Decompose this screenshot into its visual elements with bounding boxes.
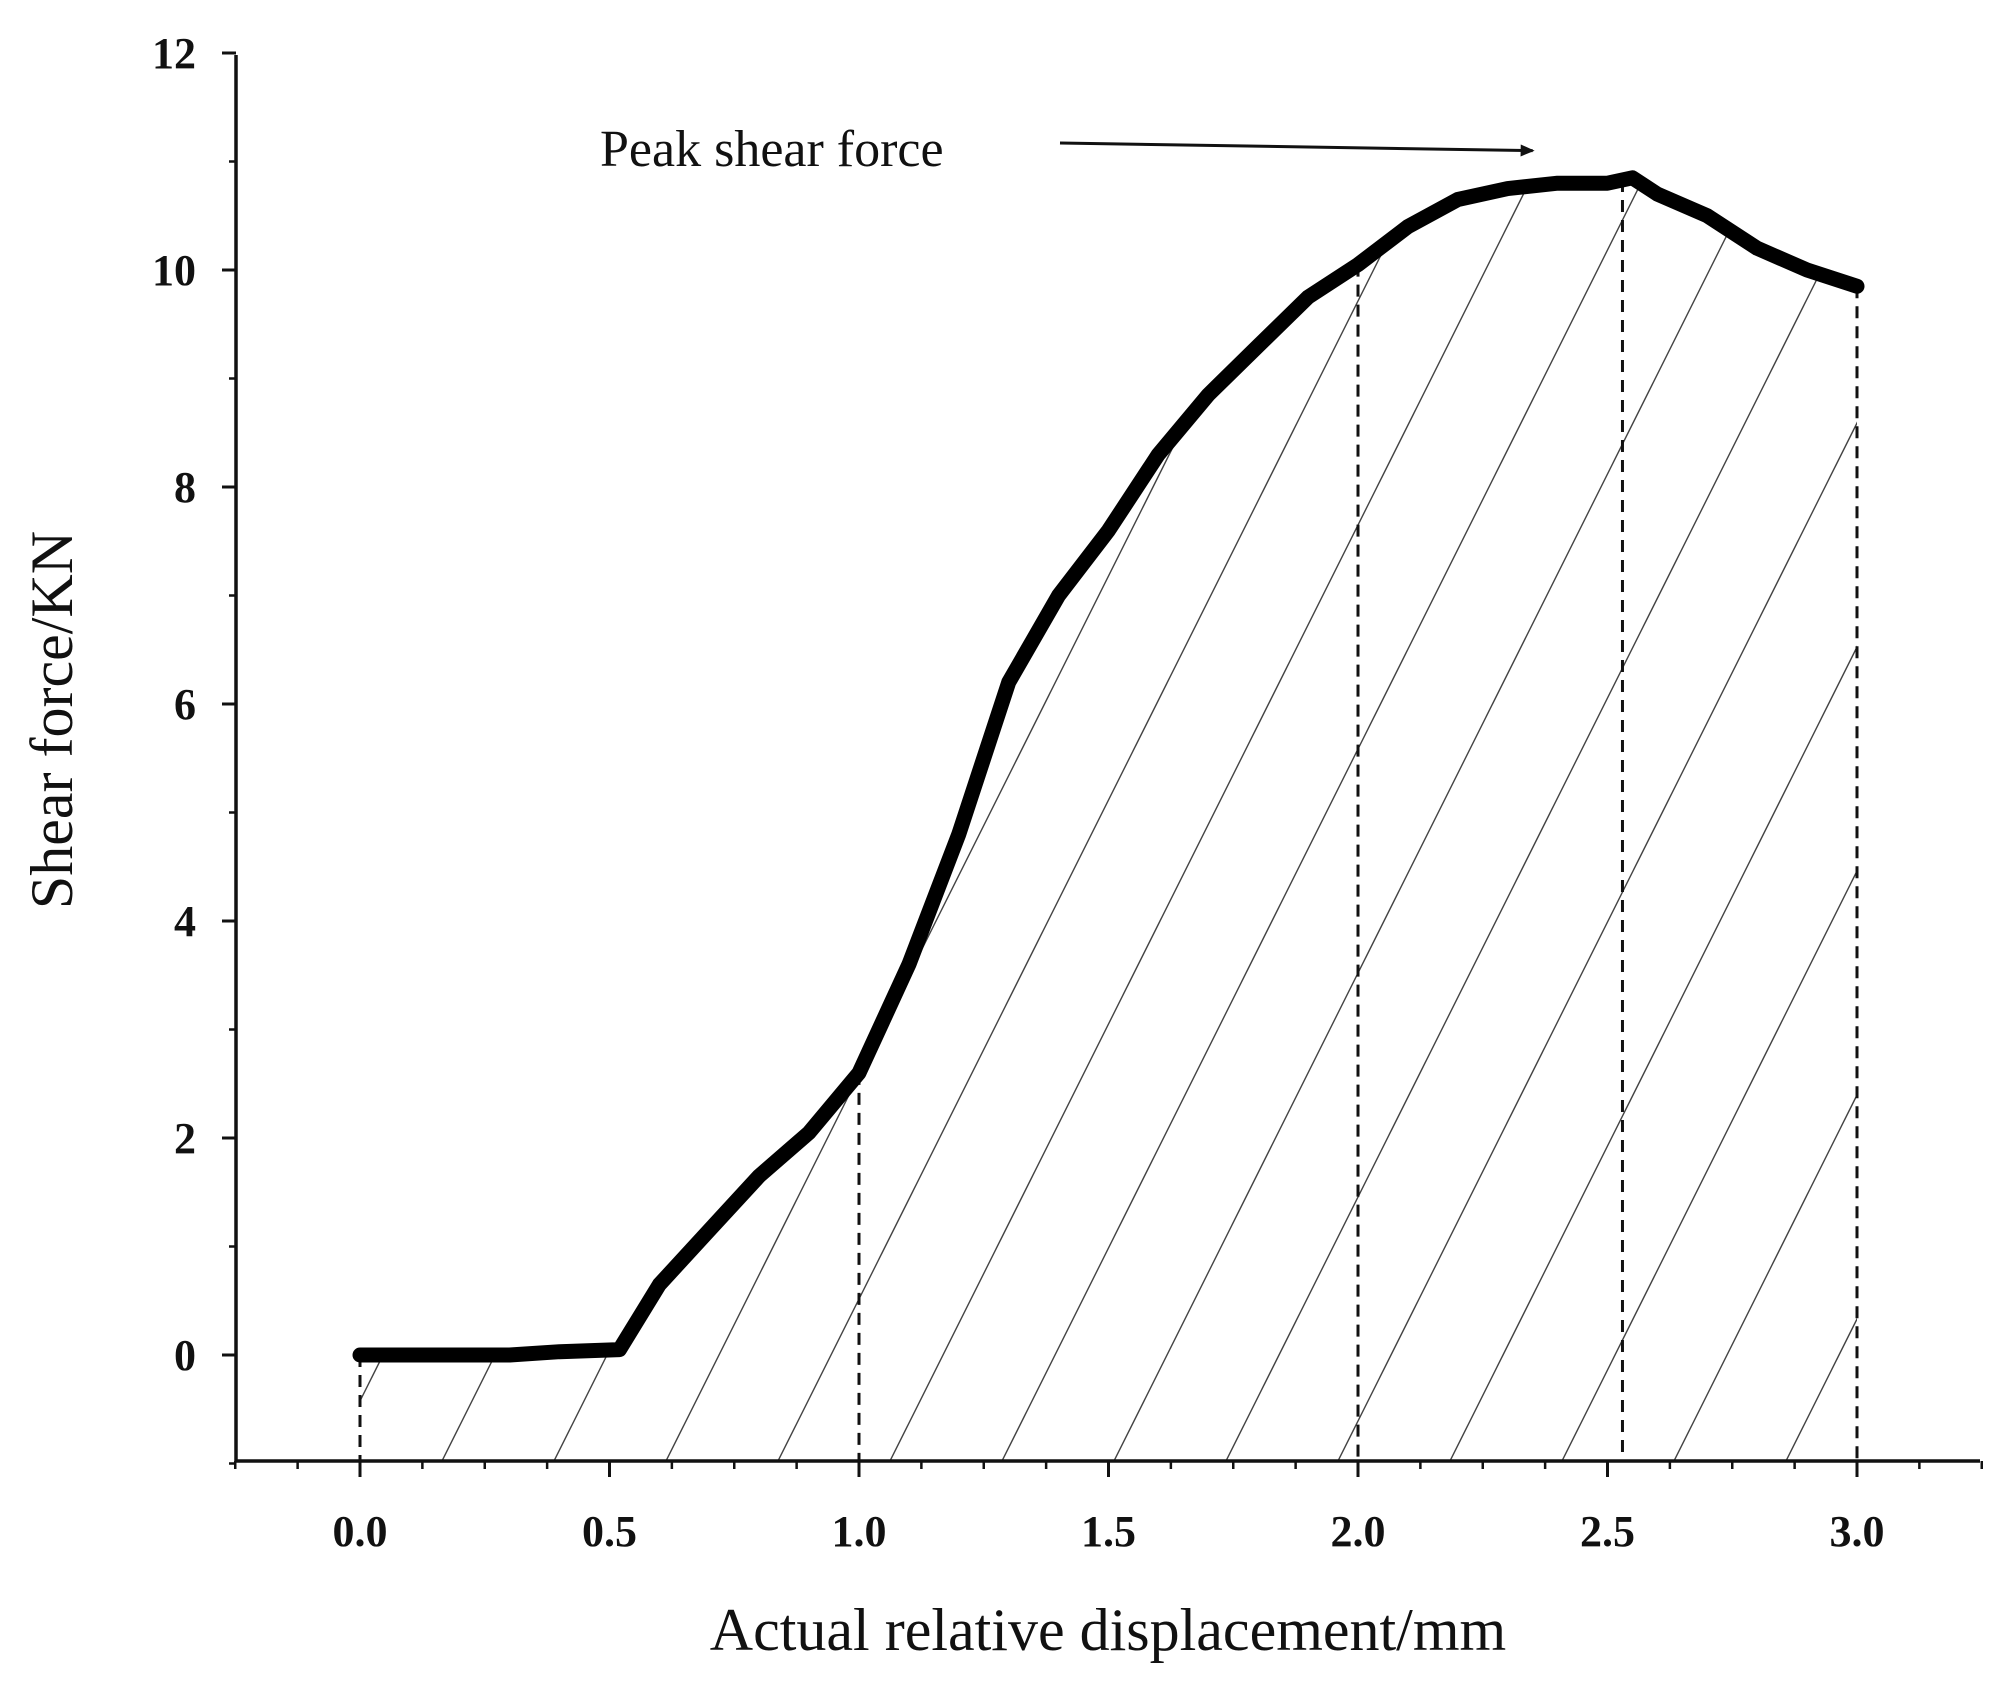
data-point	[805, 1128, 814, 1137]
peak-annotation-arrow	[1059, 141, 1535, 157]
data-point	[1204, 390, 1213, 399]
data-point	[1553, 179, 1562, 188]
data-point	[555, 1347, 564, 1356]
hatch-line	[360, 177, 695, 1461]
hatch-line	[777, 177, 1479, 1461]
hatch-line	[1113, 177, 1815, 1461]
hatch-line	[665, 177, 1367, 1461]
data-point	[1254, 341, 1263, 350]
x-tick-label: 2.5	[1580, 1507, 1635, 1556]
x-tick-label: 0.5	[582, 1507, 637, 1556]
y-tick-label: 4	[174, 897, 196, 946]
shear-force-curve	[352, 170, 1865, 1363]
data-point	[1753, 244, 1762, 253]
x-axis-title: Actual relative displacement/mm	[710, 1597, 1506, 1663]
data-point	[904, 960, 913, 969]
data-point	[1304, 293, 1313, 302]
y-tick-label: 10	[152, 246, 196, 295]
hatch-line	[441, 177, 1143, 1461]
y-tick-label: 6	[174, 680, 196, 729]
data-point	[1104, 526, 1113, 535]
data-point	[705, 1226, 714, 1235]
hatch-line	[360, 177, 807, 1461]
hatch-line	[1225, 177, 1857, 1461]
data-point	[1054, 591, 1063, 600]
data-point	[1154, 450, 1163, 459]
data-point	[855, 1068, 863, 1077]
y-axis-title: Shear force/KN	[19, 531, 85, 909]
data-point	[615, 1345, 624, 1354]
data-point	[1803, 266, 1812, 274]
x-tick-label: 0.0	[333, 1507, 388, 1556]
x-tick-label: 1.0	[832, 1507, 887, 1556]
hatch-line	[889, 177, 1591, 1461]
hatch-line	[1898, 61, 1994, 1461]
data-point	[1628, 173, 1637, 182]
x-tick-label: 3.0	[1830, 1507, 1885, 1556]
hatch-line	[360, 177, 583, 1461]
x-tick-label: 1.5	[1081, 1507, 1136, 1556]
data-point	[1453, 195, 1462, 204]
hatch-line	[1673, 177, 1857, 1461]
peak-annotation-label: Peak shear force	[600, 121, 944, 178]
hatch-line	[1337, 177, 1857, 1461]
hatch-pattern	[360, 61, 1994, 1461]
data-point	[1403, 222, 1412, 231]
hatch-line	[1001, 177, 1703, 1461]
y-tick-label: 12	[152, 29, 196, 78]
data-point	[1853, 282, 1861, 291]
hatch-line	[360, 177, 919, 1461]
data-point	[1603, 179, 1612, 188]
data-point	[755, 1172, 764, 1180]
x-tick-label: 2.0	[1331, 1507, 1386, 1556]
data-point	[455, 1351, 464, 1359]
data-point	[954, 830, 963, 839]
data-point	[356, 1351, 364, 1359]
data-point	[1653, 190, 1662, 199]
data-point	[1703, 211, 1712, 220]
data-point	[655, 1280, 664, 1289]
data-point	[1004, 678, 1013, 687]
hatch-line	[553, 177, 1255, 1461]
y-tick-label: 0	[174, 1331, 196, 1380]
hatch-line	[1449, 177, 1857, 1461]
hatch-line	[1561, 177, 1857, 1461]
data-point	[405, 1351, 414, 1359]
y-tick-label: 2	[174, 1114, 196, 1163]
data-point	[1503, 184, 1512, 193]
data-point	[1354, 260, 1362, 269]
y-tick-label: 8	[174, 463, 196, 512]
data-point	[505, 1351, 514, 1359]
